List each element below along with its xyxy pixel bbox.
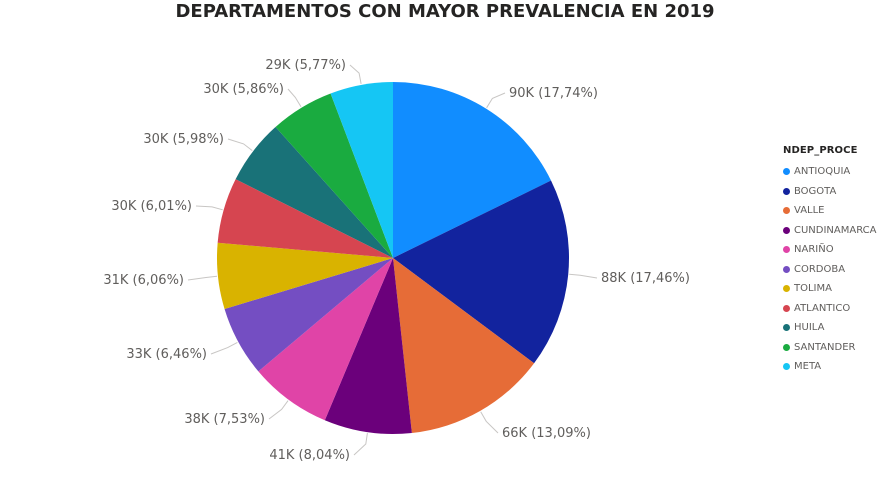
legend-item-atlantico[interactable]: ATLANTICO	[783, 299, 877, 319]
leader-line-meta	[349, 64, 362, 84]
pie-slice-cundinamarca[interactable]	[324, 258, 412, 435]
data-label-narino: 38K (7,53%)	[184, 412, 265, 427]
legend-title: NDEP_PROCE	[783, 145, 858, 156]
legend-label: NARIÑO	[794, 244, 834, 256]
chart-title: DEPARTAMENTOS CON MAYOR PREVALENCIA EN 2…	[175, 1, 715, 22]
pie-slice-atlantico[interactable]	[217, 179, 393, 258]
legend-label: ANTIOQUIA	[794, 166, 851, 178]
legend-marker-icon	[783, 265, 790, 273]
legend-item-cordoba[interactable]: CORDOBA	[783, 260, 877, 280]
data-label-huila: 30K (5,98%)	[143, 132, 224, 147]
legend-item-antioquia[interactable]: ANTIOQUIA	[783, 162, 877, 182]
legend-marker-icon	[783, 363, 790, 371]
legend-label: HUILA	[794, 322, 825, 334]
leader-line-cundinamarca	[353, 433, 368, 456]
legend-item-cundinamarca[interactable]: CUNDINAMARCA	[783, 221, 877, 241]
legend-item-santander[interactable]: SANTANDER	[783, 338, 877, 358]
legend-label: TOLIMA	[794, 283, 832, 295]
legend-item-bogota[interactable]: BOGOTA	[783, 182, 877, 202]
data-label-santander: 30K (5,86%)	[203, 82, 284, 97]
legend-marker-icon	[783, 285, 790, 293]
legend-marker-icon	[783, 324, 790, 332]
legend-marker-icon	[783, 207, 790, 215]
legend-label: BOGOTA	[794, 185, 837, 197]
data-label-valle: 66K (13,09%)	[502, 426, 591, 441]
pie-slice-antioquia[interactable]	[393, 82, 551, 258]
legend-marker-icon	[783, 168, 790, 176]
legend-label: SANTANDER	[794, 341, 856, 353]
pie-slice-meta[interactable]	[330, 82, 393, 258]
legend-label: CORDOBA	[794, 263, 846, 275]
pie-slice-santander[interactable]	[275, 93, 393, 258]
legend-marker-icon	[783, 343, 790, 351]
pie-slice-valle[interactable]	[393, 258, 535, 433]
legend-item-huila[interactable]: HUILA	[783, 318, 877, 338]
pie-slice-bogota[interactable]	[393, 180, 569, 364]
legend-label: VALLE	[794, 205, 825, 217]
leader-line-atlantico	[195, 205, 223, 211]
legend-item-tolima[interactable]: TOLIMA	[783, 279, 877, 299]
data-label-antioquia: 90K (17,74%)	[509, 86, 598, 101]
leader-line-narino	[268, 400, 289, 420]
legend: NDEP_PROCE ANTIOQUIA BOGOTA VALLE CUNDINAMA…	[783, 145, 877, 377]
leader-line-tolima	[187, 275, 218, 281]
pie-slice-huila[interactable]	[235, 126, 393, 258]
legend-marker-icon	[783, 304, 790, 312]
legend-marker-icon	[783, 187, 790, 195]
legend-item-narino[interactable]: NARIÑO	[783, 240, 877, 260]
data-label-atlantico: 30K (6,01%)	[111, 199, 192, 214]
legend-label: META	[794, 361, 822, 373]
leader-line-santander	[287, 88, 302, 108]
legend-marker-icon	[783, 246, 790, 254]
legend-item-valle[interactable]: VALLE	[783, 201, 877, 221]
leader-line-cordoba	[210, 341, 238, 355]
data-label-tolima: 31K (6,06%)	[103, 273, 184, 288]
data-label-cundinamarca: 41K (8,04%)	[269, 448, 350, 463]
pie-slice-tolima[interactable]	[216, 242, 393, 310]
legend-label: CUNDINAMARCA	[794, 224, 877, 236]
leader-line-antioquia	[486, 92, 506, 109]
pie-slice-narino[interactable]	[258, 258, 393, 421]
legend-item-meta[interactable]: META	[783, 357, 877, 377]
data-label-meta: 29K (5,77%)	[265, 58, 346, 73]
data-label-cordoba: 33K (6,46%)	[126, 347, 207, 362]
pie-slice-cordoba[interactable]	[224, 258, 393, 372]
leader-line-valle	[480, 411, 499, 434]
leader-line-bogota	[569, 273, 598, 279]
legend-marker-icon	[783, 226, 790, 234]
legend-label: ATLANTICO	[794, 302, 851, 314]
leader-line-huila	[227, 138, 253, 151]
data-label-bogota: 88K (17,46%)	[601, 271, 690, 286]
